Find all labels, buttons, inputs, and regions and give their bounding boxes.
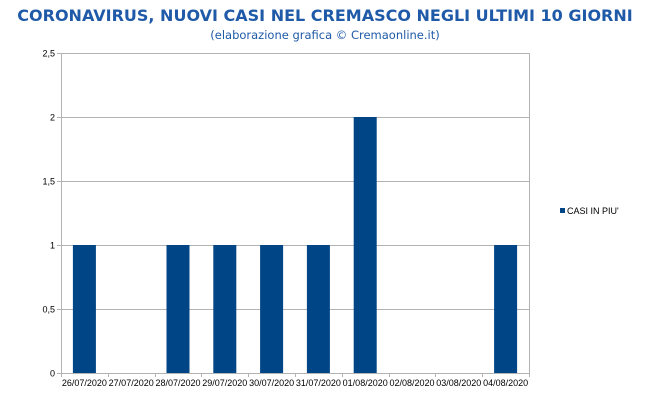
bar [494, 245, 518, 373]
bar [72, 245, 96, 373]
x-tick-label: 31/07/2020 [296, 378, 341, 388]
x-tick-label: 04/08/2020 [483, 378, 528, 388]
chart-subtitle: (elaborazione grafica © Cremaonline.it) [210, 28, 440, 42]
chart-title: CORONAVIRUS, NUOVI CASI NEL CREMASCO NEG… [17, 6, 633, 25]
legend: CASI IN PIU' [560, 206, 619, 216]
legend-label: CASI IN PIU' [567, 206, 619, 216]
bar [213, 245, 237, 373]
grid-lines [57, 53, 529, 374]
bar [260, 245, 284, 373]
y-tick-label: 2,5 [42, 49, 55, 59]
x-tick-label: 28/07/2020 [155, 378, 200, 388]
bar [353, 117, 377, 373]
x-tick-labels: 26/07/2020 27/07/2020 28/07/2020 29/07/2020… [62, 378, 528, 388]
bar [306, 245, 330, 373]
y-tick-labels: 0 0,5 1 1,5 2 2,5 [42, 49, 55, 379]
y-tick-label: 0 [50, 369, 55, 379]
x-tick-label: 30/07/2020 [249, 378, 294, 388]
y-tick-label: 1,5 [42, 177, 55, 187]
y-tick-label: 0,5 [42, 305, 55, 315]
bar [166, 245, 190, 373]
x-tick-label: 01/08/2020 [343, 378, 388, 388]
x-tick-label: 26/07/2020 [62, 378, 107, 388]
x-tick-label: 03/08/2020 [436, 378, 481, 388]
x-tick-label: 29/07/2020 [202, 378, 247, 388]
bars [72, 117, 518, 373]
y-tick-label: 2 [50, 113, 55, 123]
legend-swatch [560, 208, 565, 213]
x-tick-label: 02/08/2020 [389, 378, 434, 388]
y-tick-label: 1 [50, 241, 55, 251]
axes [61, 53, 530, 377]
x-tick-label: 27/07/2020 [109, 378, 154, 388]
